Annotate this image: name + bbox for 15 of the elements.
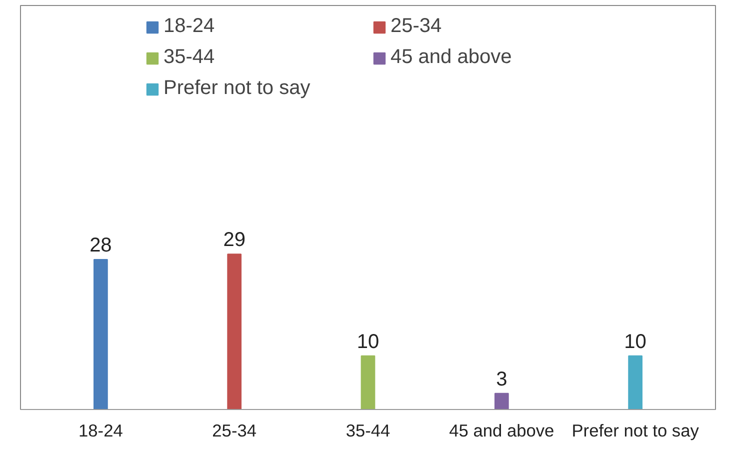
data-label: 29 — [223, 229, 246, 252]
legend-label: Prefer not to say — [164, 77, 312, 100]
legend-label: 35-44 — [164, 46, 216, 69]
legend-label: 45 and above — [390, 46, 513, 69]
legend-label: 18-24 — [164, 15, 216, 38]
x-tick-label: 25-34 — [212, 420, 257, 440]
legend-label: 25-34 — [390, 15, 443, 38]
data-label: 3 — [496, 368, 508, 390]
x-tick-label: 35-44 — [346, 420, 391, 440]
x-tick-label: 18-24 — [78, 420, 124, 440]
x-tick-label: Prefer not to say — [572, 420, 700, 440]
data-label: 28 — [90, 234, 112, 256]
x-tick-label: 45 and above — [449, 420, 554, 440]
data-label: 10 — [624, 330, 646, 353]
data-label: 10 — [356, 330, 380, 353]
